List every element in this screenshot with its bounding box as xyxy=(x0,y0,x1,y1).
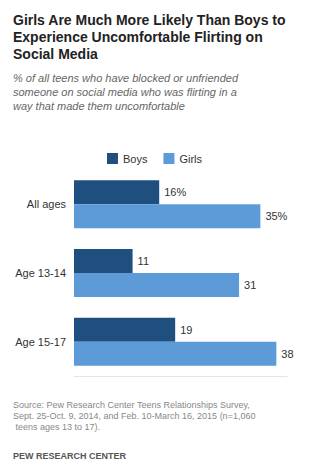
svg-text:way that made them uncomfortab: way that made them uncomfortable xyxy=(13,100,185,112)
svg-text:someone on social media who wa: someone on social media who was flirting… xyxy=(13,86,240,98)
svg-text:Sept. 25-Oct. 9, 2014, and Feb: Sept. 25-Oct. 9, 2014, and Feb. 10-March… xyxy=(13,411,255,421)
svg-text:% of all teens who have blocke: % of all teens who have blocked or unfri… xyxy=(13,72,241,84)
svg-text:11: 11 xyxy=(138,255,149,267)
svg-text:Age 13-14: Age 13-14 xyxy=(15,267,66,279)
svg-text:31: 31 xyxy=(244,279,256,291)
svg-text:Girls Are Much More Likely Tha: Girls Are Much More Likely Than Boys to xyxy=(13,12,289,28)
svg-text:Experience Uncomfortable Flirt: Experience Uncomfortable Flirting on xyxy=(13,29,267,45)
svg-text:38: 38 xyxy=(281,348,293,360)
svg-text:Social Media: Social Media xyxy=(13,46,98,62)
svg-text:PEW RESEARCH CENTER: PEW RESEARCH CENTER xyxy=(13,451,127,461)
svg-text:teens ages 13 to 17).: teens ages 13 to 17). xyxy=(13,422,100,432)
svg-text:Girls: Girls xyxy=(179,153,202,165)
svg-text:Boys: Boys xyxy=(123,153,148,165)
svg-text:16%: 16% xyxy=(164,186,186,198)
svg-text:35%: 35% xyxy=(265,210,287,222)
svg-text:Source: Pew Research Center Te: Source: Pew Research Center Teens Relati… xyxy=(13,400,252,410)
svg-text:All ages: All ages xyxy=(27,198,67,210)
svg-text:19: 19 xyxy=(180,324,192,336)
svg-text:Age 15-17: Age 15-17 xyxy=(15,336,66,348)
